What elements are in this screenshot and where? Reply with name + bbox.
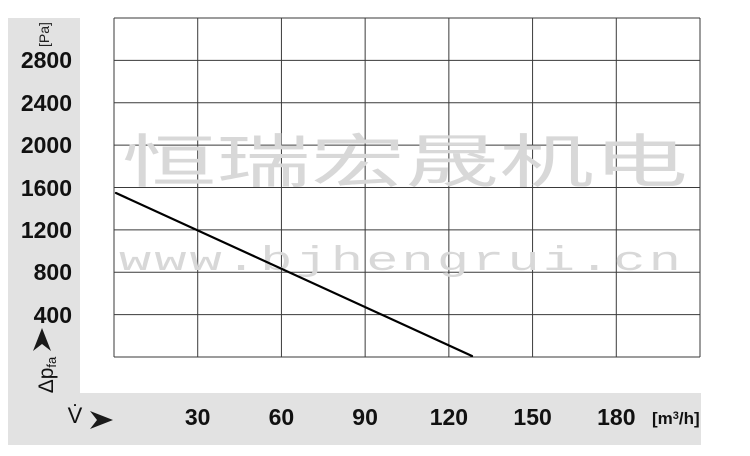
svg-text:www.bjhengrui.cn: www.bjhengrui.cn — [119, 243, 684, 281]
svg-text:恒瑞宏晟机电: 恒瑞宏晟机电 — [122, 115, 688, 199]
